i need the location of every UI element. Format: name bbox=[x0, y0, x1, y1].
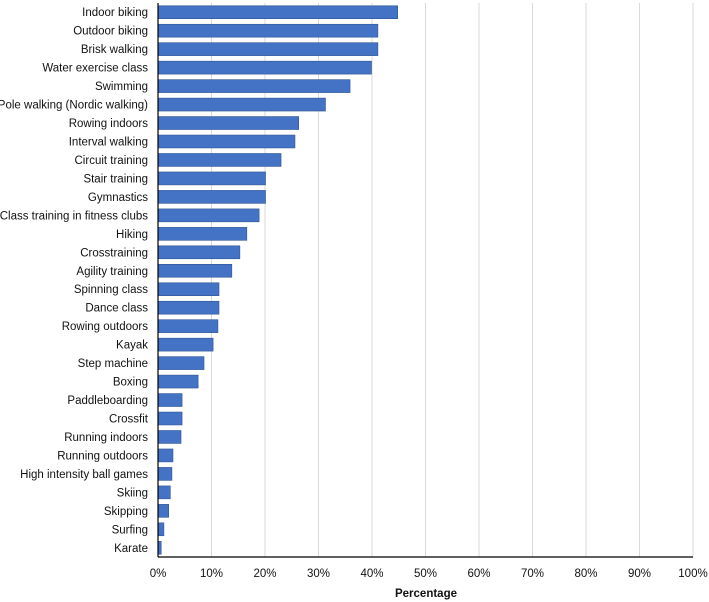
category-label: Running outdoors bbox=[57, 450, 148, 462]
category-label: Paddleboarding bbox=[67, 395, 148, 407]
x-tick-label: 60% bbox=[467, 568, 490, 580]
category-label: Indoor biking bbox=[82, 7, 148, 19]
axes bbox=[157, 3, 693, 558]
category-label: Step machine bbox=[78, 358, 148, 370]
category-label: Class training in fitness clubs bbox=[0, 210, 148, 222]
category-label: Skipping bbox=[104, 506, 148, 518]
category-label: Hiking bbox=[116, 229, 148, 241]
bar bbox=[157, 208, 260, 223]
bar bbox=[157, 5, 398, 19]
bar bbox=[157, 319, 219, 333]
bar bbox=[157, 337, 214, 352]
bar bbox=[157, 282, 220, 296]
bar bbox=[157, 245, 241, 260]
category-label: Skiing bbox=[117, 487, 148, 499]
x-tick-labels: 0% 10% 20% 30% 40% 50% 60% 70% 80% 90% 100% bbox=[150, 568, 708, 580]
x-tick-label: 40% bbox=[360, 568, 383, 580]
x-tick-label: 50% bbox=[414, 568, 437, 580]
bar bbox=[157, 300, 220, 315]
bar bbox=[157, 393, 183, 407]
bar bbox=[157, 60, 372, 75]
x-tick-label: 0% bbox=[150, 568, 167, 580]
category-label: Brisk walking bbox=[81, 44, 148, 56]
category-labels: Indoor biking Outdoor biking Brisk walking… bbox=[0, 7, 149, 555]
bar bbox=[157, 430, 182, 444]
x-tick-label: 70% bbox=[521, 568, 544, 580]
category-label: Outdoor biking bbox=[73, 26, 148, 38]
bar bbox=[157, 374, 199, 389]
category-label: Crosstraining bbox=[80, 247, 148, 259]
category-label: Interval walking bbox=[69, 137, 148, 149]
bar bbox=[157, 448, 174, 463]
category-label: Gymnastics bbox=[88, 192, 148, 204]
category-label: Running indoors bbox=[64, 432, 148, 444]
bar bbox=[157, 116, 300, 130]
bar bbox=[157, 153, 282, 167]
bar bbox=[157, 467, 173, 481]
bar bbox=[157, 134, 296, 149]
bar bbox=[157, 171, 266, 186]
bar bbox=[157, 23, 379, 38]
bar bbox=[157, 264, 233, 278]
bar bbox=[157, 227, 248, 241]
bar bbox=[157, 97, 326, 112]
category-label: Karate bbox=[114, 543, 148, 555]
category-label: Kayak bbox=[116, 340, 148, 352]
category-label: Circuit training bbox=[75, 155, 149, 167]
x-tick-label: 30% bbox=[307, 568, 330, 580]
x-tick-label: 80% bbox=[574, 568, 597, 580]
bars bbox=[157, 5, 398, 555]
x-tick-label: 20% bbox=[253, 568, 276, 580]
bar bbox=[157, 504, 169, 518]
category-label: Boxing bbox=[113, 377, 148, 389]
category-label: Swimming bbox=[95, 81, 148, 93]
category-label: Spinning class bbox=[74, 284, 148, 296]
x-tick-label: 90% bbox=[628, 568, 651, 580]
bar bbox=[157, 485, 171, 500]
category-label: Pole walking (Nordic walking) bbox=[0, 100, 148, 112]
category-label: Rowing indoors bbox=[69, 118, 149, 130]
category-label: Stair training bbox=[83, 173, 148, 185]
bar bbox=[157, 79, 351, 93]
bar bbox=[157, 522, 165, 537]
category-label: Crossfit bbox=[109, 414, 149, 426]
bar bbox=[157, 42, 379, 56]
x-tick-label: 10% bbox=[200, 568, 223, 580]
category-label: High intensity ball games bbox=[20, 469, 148, 481]
category-label: Water exercise class bbox=[42, 63, 148, 75]
category-label: Rowing outdoors bbox=[62, 321, 149, 333]
category-label: Dance class bbox=[85, 303, 148, 315]
x-axis-title: Percentage bbox=[395, 588, 457, 600]
bar bbox=[157, 356, 205, 370]
gridlines bbox=[211, 3, 694, 557]
x-tick-label: 100% bbox=[678, 568, 707, 580]
bar bbox=[157, 411, 183, 426]
category-label: Surfing bbox=[112, 524, 148, 536]
bar bbox=[157, 190, 266, 204]
category-label: Agility training bbox=[76, 266, 148, 278]
